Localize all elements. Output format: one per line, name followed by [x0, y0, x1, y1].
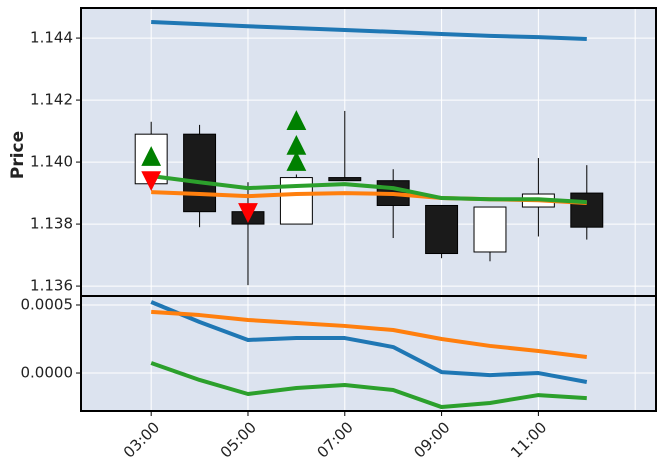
candle-body [570, 192, 604, 228]
x-tick-label: 07:00 [313, 418, 356, 461]
y-tick-label: 1.142 [30, 91, 73, 109]
signal-marker [238, 203, 258, 223]
signal-marker [286, 110, 307, 130]
y-tick-label: 0.0005 [21, 295, 74, 313]
lower-line [151, 309, 588, 359]
y-tick-label: 1.138 [30, 215, 73, 233]
x-tick-label: 05:00 [217, 418, 260, 461]
signal-marker [141, 146, 162, 166]
candle-body [328, 177, 362, 182]
x-tick-label: 11:00 [507, 418, 550, 461]
y-tick-label: 0.0000 [21, 364, 74, 382]
candle-body [473, 206, 507, 253]
x-tick-label: 03:00 [120, 418, 163, 461]
candle-body [183, 133, 217, 213]
signal-marker [286, 151, 307, 171]
lower-line [150, 361, 587, 410]
signal-marker [286, 134, 307, 155]
x-tick-label: 09:00 [410, 418, 453, 461]
indicator-line [151, 19, 587, 41]
y-tick-label: 1.136 [30, 277, 73, 295]
y-tick-label: 1.144 [30, 29, 73, 47]
lower-line [150, 300, 588, 384]
panel-frame [80, 7, 657, 412]
signal-marker [141, 171, 162, 192]
plot-layer [81, 8, 656, 411]
candle-body [425, 204, 459, 255]
y-axis-label: Price [8, 131, 28, 179]
plot-background [81, 8, 656, 411]
y-tick-label: 1.140 [30, 153, 73, 171]
indicator-line [150, 174, 587, 205]
